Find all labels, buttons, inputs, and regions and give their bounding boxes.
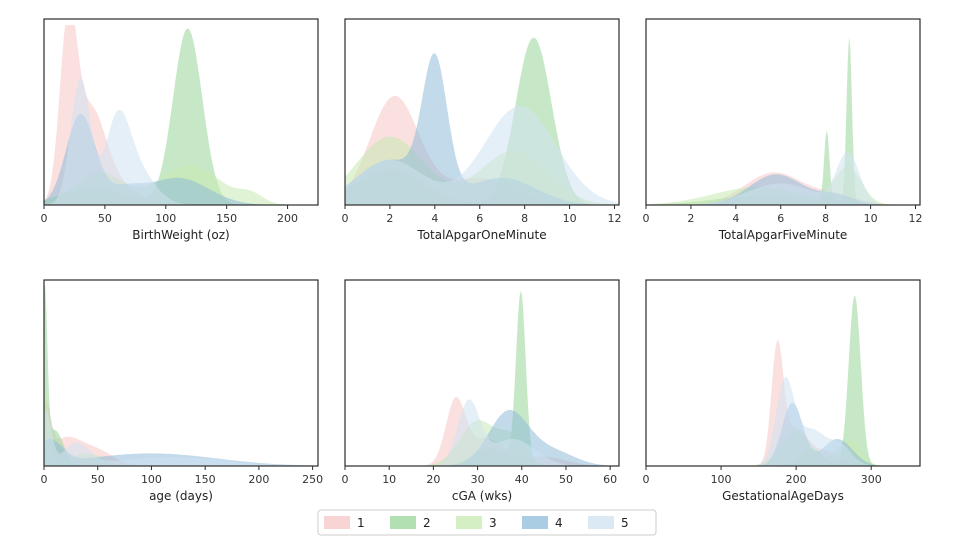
legend-swatch <box>390 516 416 529</box>
x-tick-label: 8 <box>822 212 829 225</box>
x-axis-label: BirthWeight (oz) <box>132 228 229 242</box>
density-area-series-5 <box>646 151 920 205</box>
x-axis-label: age (days) <box>149 489 213 503</box>
x-tick-label: 12 <box>608 212 622 225</box>
x-tick-label: 30 <box>471 473 485 486</box>
x-tick-label: 150 <box>195 473 216 486</box>
x-tick-label: 40 <box>515 473 529 486</box>
x-axis-label: GestationalAgeDays <box>722 489 844 503</box>
x-tick-label: 0 <box>342 473 349 486</box>
axes-frame <box>43 279 319 467</box>
x-axis-label: TotalApgarFiveMinute <box>718 228 848 242</box>
axes-frame <box>645 279 921 467</box>
x-tick-label: 100 <box>141 473 162 486</box>
axes-frame <box>645 18 921 206</box>
x-tick-label: 300 <box>861 473 882 486</box>
apgar-five-minute-panel: 0 2 4 6 8 10 12 TotalApgarFiveMinute <box>643 18 923 242</box>
legend-entry: 1 <box>324 516 365 530</box>
x-tick-label: 200 <box>786 473 807 486</box>
density-area-series-2 <box>44 28 318 205</box>
x-tick-label: 10 <box>382 473 396 486</box>
x-tick-label: 50 <box>91 473 105 486</box>
density-area-series-5 <box>646 376 920 466</box>
legend-entry: 4 <box>522 516 563 530</box>
legend-swatch <box>456 516 482 529</box>
density-area-series-5 <box>44 78 318 205</box>
density-area-series-2 <box>44 286 318 466</box>
density-area-series-4 <box>44 439 318 466</box>
x-tick-label: 0 <box>41 473 48 486</box>
cga-weeks-panel: 0 10 20 30 40 50 60 cGA (wks) <box>342 279 620 503</box>
density-area-series-4 <box>345 53 619 205</box>
legend-label: 1 <box>357 516 365 530</box>
age-days-panel: 0 50 100 150 200 250 age (days) <box>41 279 323 503</box>
x-tick-label: 6 <box>476 212 483 225</box>
x-tick-label: 2 <box>386 212 393 225</box>
x-tick-label: 200 <box>277 212 298 225</box>
x-axis-label: TotalApgarOneMinute <box>416 228 546 242</box>
x-tick-label: 4 <box>732 212 739 225</box>
x-tick-label: 8 <box>521 212 528 225</box>
x-tick-label: 10 <box>563 212 577 225</box>
legend-swatch <box>522 516 548 529</box>
legend-label: 3 <box>489 516 497 530</box>
x-tick-label: 200 <box>248 473 269 486</box>
axes-frame <box>43 18 319 206</box>
legend-entry: 2 <box>390 516 431 530</box>
density-area-series-5 <box>44 410 318 466</box>
apgar-one-minute-panel: 0 2 4 6 8 10 12 TotalApgarOneMinute <box>342 18 622 242</box>
x-tick-label: 0 <box>342 212 349 225</box>
legend-label: 2 <box>423 516 431 530</box>
x-tick-label: 60 <box>603 473 617 486</box>
x-tick-label: 50 <box>98 212 112 225</box>
axes-frame <box>344 18 620 206</box>
x-tick-label: 12 <box>909 212 923 225</box>
density-area-series-2 <box>646 295 920 466</box>
x-tick-label: 0 <box>643 473 650 486</box>
legend-label: 4 <box>555 516 563 530</box>
legend: 1 2 3 4 5 <box>317 509 657 536</box>
x-tick-label: 2 <box>687 212 694 225</box>
legend-swatch <box>588 516 614 529</box>
x-tick-label: 250 <box>302 473 323 486</box>
legend-label: 5 <box>621 516 629 530</box>
legend-swatch <box>324 516 350 529</box>
x-tick-label: 150 <box>216 212 237 225</box>
x-tick-label: 100 <box>711 473 732 486</box>
legend-entry: 5 <box>588 516 629 530</box>
x-tick-label: 4 <box>431 212 438 225</box>
gestational-age-days-panel: 0 100 200 300 GestationalAgeDays <box>643 279 921 503</box>
density-area-series-4 <box>345 409 619 466</box>
x-tick-label: 20 <box>426 473 440 486</box>
x-tick-label: 0 <box>643 212 650 225</box>
birthweight-panel: 0 50 100 150 200 BirthWeight (oz) <box>41 18 319 242</box>
density-area-series-5 <box>345 399 619 466</box>
x-tick-label: 0 <box>41 212 48 225</box>
x-tick-label: 6 <box>777 212 784 225</box>
x-tick-label: 100 <box>155 212 176 225</box>
axes-frame <box>344 279 620 467</box>
x-tick-label: 10 <box>864 212 878 225</box>
legend-entry: 3 <box>456 516 497 530</box>
density-area-series-5 <box>345 106 619 205</box>
x-tick-label: 50 <box>559 473 573 486</box>
x-axis-label: cGA (wks) <box>452 489 512 503</box>
